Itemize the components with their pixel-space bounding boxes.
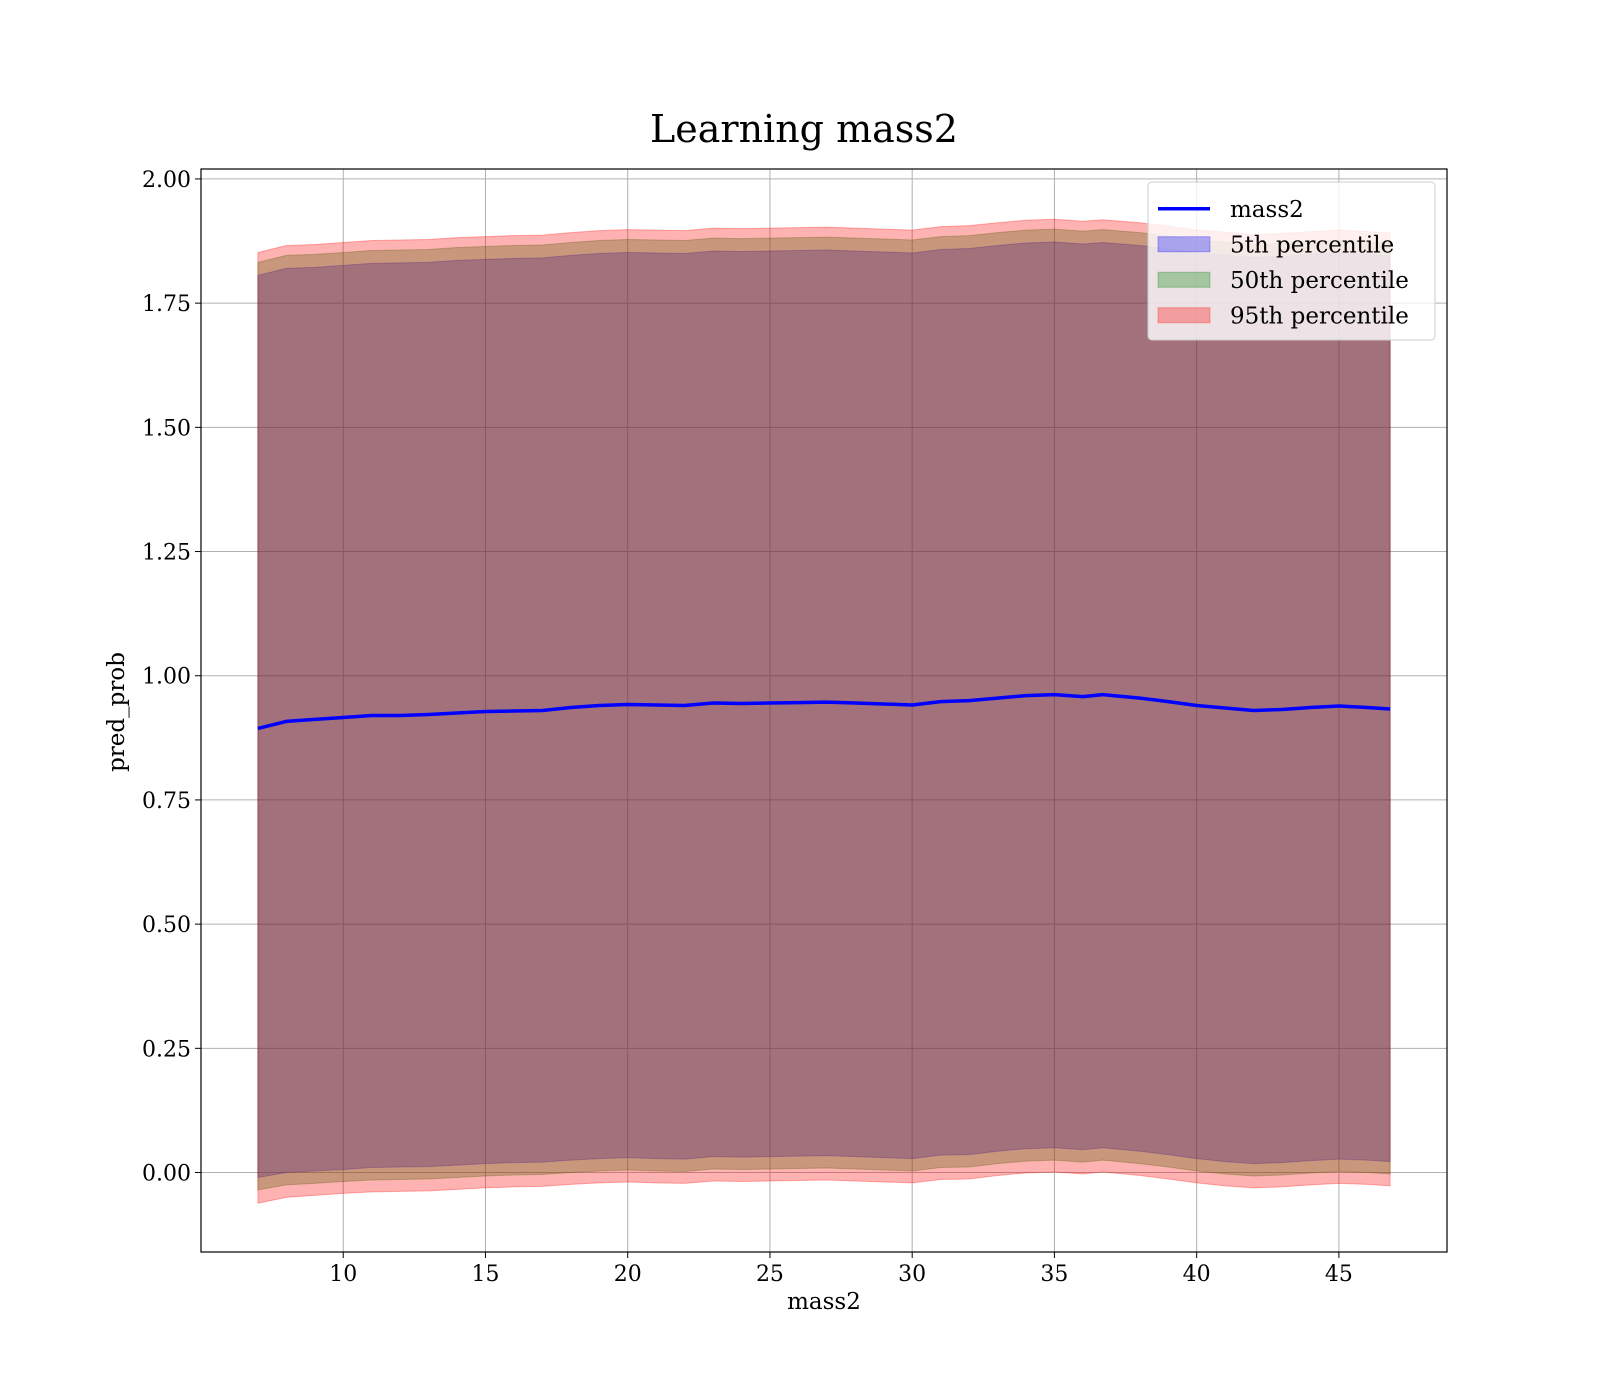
- x-tick-label: 40: [1183, 1262, 1211, 1287]
- x-tick-label: 15: [471, 1262, 499, 1287]
- y-tick-label: 0.25: [142, 1037, 191, 1062]
- chart-title: Learning mass2: [650, 107, 958, 151]
- legend-label-95th-percentile: 95th percentile: [1230, 303, 1409, 329]
- y-tick-label: 1.25: [142, 541, 191, 566]
- series-lines: [257, 692, 1391, 731]
- x-tick-label: 25: [756, 1262, 784, 1287]
- y-tick-label: 1.50: [142, 416, 191, 441]
- legend: mass2 5th percentile 50th percentile 95th p…: [1147, 181, 1436, 341]
- band-5th-percentile: [257, 241, 1391, 1179]
- band-95th-percentile: [257, 218, 1391, 1204]
- plot-area: [200, 168, 1448, 1253]
- grid: [201, 169, 1447, 1252]
- legend-label-5th-percentile: 5th percentile: [1230, 232, 1394, 258]
- legend-swatch-5th-percentile: [1157, 236, 1211, 253]
- plot-frame: [200, 168, 1448, 1253]
- band-50th-percentile: [257, 228, 1391, 1191]
- x-tick-label: 10: [329, 1262, 357, 1287]
- y-tick-label: 0.00: [142, 1162, 191, 1187]
- legend-label-mass2: mass2: [1230, 197, 1304, 223]
- y-tick-label: 2.00: [142, 168, 191, 193]
- x-tick-label: 20: [614, 1262, 642, 1287]
- x-axis-label: mass2: [787, 1289, 861, 1315]
- x-axis: 10 15 20 25 30 35 40 45: [329, 1252, 1353, 1287]
- percentile-bands: [257, 218, 1391, 1204]
- legend-box: [1147, 181, 1436, 341]
- y-axis-label: pred_prob: [104, 652, 130, 772]
- legend-swatch-50th-percentile: [1157, 271, 1211, 288]
- line-mass2: [257, 692, 1391, 731]
- y-tick-label: 1.00: [142, 665, 191, 690]
- x-tick-label: 35: [1040, 1262, 1068, 1287]
- y-tick-label: 1.75: [142, 292, 191, 317]
- y-tick-label: 0.50: [142, 913, 191, 938]
- y-tick-label: 0.75: [142, 789, 191, 814]
- x-tick-label: 45: [1325, 1262, 1353, 1287]
- y-axis: 0.00 0.25 0.50 0.75 1.00 1.25 1.50 1.75 2.00: [142, 168, 201, 1187]
- legend-label-50th-percentile: 50th percentile: [1230, 268, 1409, 294]
- x-tick-label: 30: [898, 1262, 926, 1287]
- legend-swatch-95th-percentile: [1157, 307, 1211, 324]
